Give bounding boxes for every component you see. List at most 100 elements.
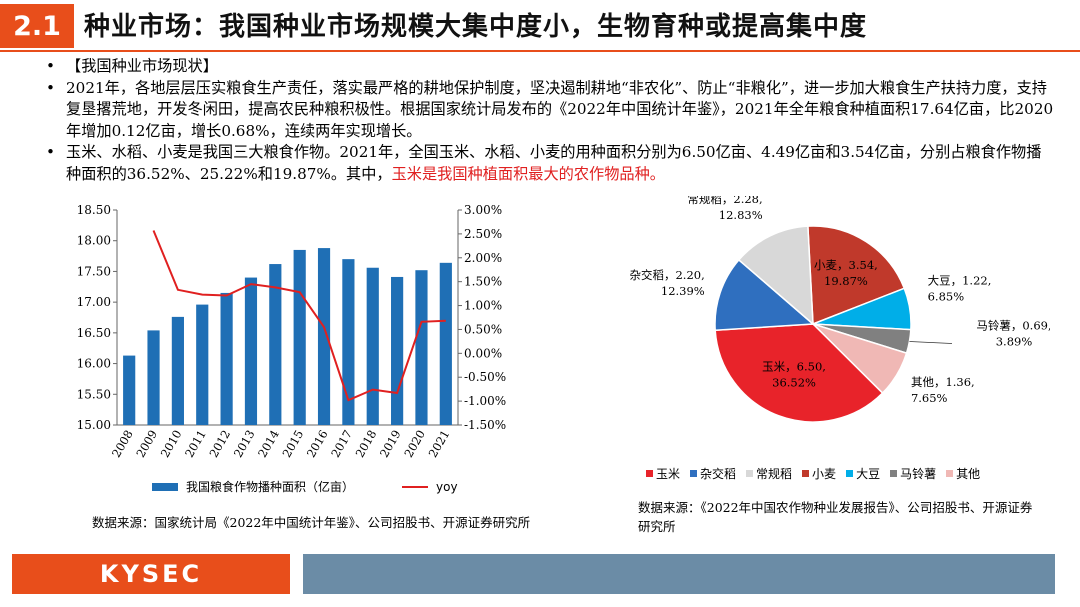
left-axis-tick-label: 16.00 bbox=[77, 357, 111, 371]
pie-label: 其他，1.36, bbox=[911, 375, 975, 389]
right-axis-tick-label: 1.50% bbox=[464, 275, 502, 289]
footer-bar bbox=[303, 554, 1055, 594]
x-axis-tick-label: 2009 bbox=[133, 428, 160, 460]
section-number: 2.1 bbox=[0, 4, 74, 48]
source-note-left: 数据来源：国家统计局《2022年中国统计年鉴》、公司招股书、开源证券研究所 bbox=[92, 515, 531, 530]
legend-line-label: yoy bbox=[436, 479, 458, 494]
bullet-main-crops: 玉米、水稻、小麦是我国三大粮食作物。2021年，全国玉米、水稻、小麦的用种面积分… bbox=[44, 142, 1054, 185]
pie-legend-item: 常规稻 bbox=[746, 465, 792, 482]
pie-label: 常规稻，2.28, bbox=[687, 196, 762, 206]
pie-legend-label: 马铃薯 bbox=[900, 467, 937, 481]
pie-legend-label: 玉米 bbox=[656, 467, 681, 481]
title-divider bbox=[0, 50, 1080, 52]
pie-slice bbox=[807, 225, 906, 326]
right-axis-tick-label: -1.00% bbox=[464, 394, 506, 408]
pie-legend-swatch bbox=[646, 470, 653, 477]
bar bbox=[269, 264, 282, 425]
pie-label-percent: 19.87% bbox=[824, 274, 868, 288]
legend-line-swatch bbox=[402, 485, 429, 488]
pie-label-percent: 3.89% bbox=[996, 335, 1033, 349]
kysec-logo: KYSEC bbox=[12, 554, 290, 594]
bullet-grain-area: 2021年，各地层层压实粮食生产责任，落实最严格的耕地保护制度，坚决遏制耕地“非… bbox=[44, 78, 1054, 143]
header: 2.1 种业市场：我国种业市场规模大集中度小，生物育种或提高集中度 bbox=[0, 0, 1080, 52]
pie-legend-item: 玉米 bbox=[646, 465, 680, 482]
pie-slice bbox=[714, 258, 815, 332]
pie-label: 马铃薯，0.69, bbox=[976, 319, 1050, 333]
bar bbox=[147, 330, 160, 425]
footer: KYSEC bbox=[0, 554, 1080, 594]
source-note-right: 数据来源：《2022年中国农作物种业发展报告》、公司招股书、开源证券研究所 bbox=[638, 500, 1033, 534]
right-axis-tick-label: -0.50% bbox=[464, 370, 506, 384]
x-axis-tick-label: 2018 bbox=[353, 428, 380, 460]
pie-label: 玉米，6.50, bbox=[762, 359, 826, 373]
right-axis-tick-label: 1.00% bbox=[464, 299, 502, 313]
x-axis-tick-label: 2011 bbox=[182, 428, 209, 460]
grain-area-chart: 15.00 15.50 16.00 16.50 17.00 17.50 18.00 18.50… bbox=[77, 203, 507, 460]
legend-bar-swatch bbox=[152, 482, 178, 491]
pie-legend-swatch bbox=[890, 470, 898, 477]
bar bbox=[220, 292, 233, 425]
left-axis-tick-label: 15.50 bbox=[77, 387, 111, 401]
pie-legend-item: 大豆 bbox=[846, 465, 880, 482]
yoy-line bbox=[152, 230, 446, 402]
x-axis-tick-label: 2013 bbox=[231, 428, 258, 460]
right-axis-tick-label: 3.00% bbox=[464, 203, 502, 217]
bar bbox=[196, 304, 209, 425]
pie-legend-label: 小麦 bbox=[812, 467, 837, 481]
bullet-main-crops-highlight: 玉米是我国种植面积最大的农作物品种。 bbox=[391, 164, 665, 183]
right-axis-tick-label: 2.50% bbox=[464, 227, 502, 241]
pie-label: 杂交稻，2.20, bbox=[629, 268, 704, 282]
pie-label-percent: 6.85% bbox=[928, 289, 965, 303]
pie-legend-swatch bbox=[946, 470, 954, 477]
pie-slice bbox=[737, 225, 814, 326]
pie-label: 大豆，1.22, bbox=[928, 273, 992, 287]
x-axis-tick-label: 2021 bbox=[426, 428, 453, 460]
x-axis-tick-label: 2010 bbox=[158, 428, 185, 460]
pie-chart-legend: 玉米 杂交稻 常规稻 小麦 大豆 马铃薯 其他 bbox=[646, 465, 980, 482]
legend-bar-label: 我国粮食作物播种面积（亿亩） bbox=[186, 480, 355, 494]
bar bbox=[293, 249, 306, 425]
left-axis-tick-label: 18.00 bbox=[77, 234, 111, 248]
x-axis-tick-label: 2017 bbox=[328, 428, 355, 460]
bullet-heading: 【我国种业市场现状】 bbox=[44, 56, 1054, 78]
pie-label-percent: 12.39% bbox=[661, 284, 705, 298]
x-axis-tick-label: 2015 bbox=[280, 428, 307, 460]
x-axis-tick-label: 2020 bbox=[401, 428, 428, 460]
left-axis-tick-label: 17.50 bbox=[77, 264, 111, 278]
pie-legend-item: 马铃薯 bbox=[890, 465, 936, 482]
pie-leader-line bbox=[909, 341, 953, 344]
pie-legend-swatch bbox=[846, 470, 854, 477]
bar bbox=[342, 259, 355, 425]
bar bbox=[391, 276, 404, 425]
bar bbox=[317, 248, 331, 425]
bar bbox=[244, 277, 258, 425]
bullet-list: 【我国种业市场现状】 2021年，各地层层压实粮食生产责任，落实最严格的耕地保护… bbox=[44, 56, 1054, 185]
pie-legend-swatch bbox=[690, 470, 698, 477]
pie-legend-label: 其他 bbox=[956, 467, 981, 481]
crop-area-pie-chart: 小麦，3.54, 19.87% 玉米，6.50, 36.52% 大豆，1.22, 6.85… bbox=[629, 196, 1050, 423]
pie-label: 小麦，3.54, bbox=[814, 258, 878, 272]
right-axis-tick-label: 0.00% bbox=[464, 346, 502, 360]
right-axis-tick-label: 0.50% bbox=[464, 322, 502, 336]
page-title: 种业市场：我国种业市场规模大集中度小，生物育种或提高集中度 bbox=[84, 12, 868, 42]
bar-chart-legend: 我国粮食作物播种面积（亿亩） yoy bbox=[152, 478, 458, 495]
pie-slice bbox=[714, 323, 884, 423]
pie-label-percent: 7.65% bbox=[911, 391, 948, 405]
x-axis-tick-label: 2008 bbox=[109, 428, 136, 460]
left-axis-tick-label: 18.50 bbox=[77, 203, 111, 217]
pie-label-percent: 12.83% bbox=[719, 208, 763, 222]
pie-legend-swatch bbox=[802, 470, 810, 477]
bar bbox=[366, 267, 379, 425]
bar bbox=[415, 270, 428, 425]
bar bbox=[439, 262, 452, 425]
pie-legend-swatch bbox=[746, 470, 754, 477]
right-axis-tick-label: -1.50% bbox=[464, 418, 506, 432]
pie-legend-label: 大豆 bbox=[856, 467, 881, 481]
bullet-main-crops-text: 玉米、水稻、小麦是我国三大粮食作物。2021年，全国玉米、水稻、小麦的用种面积分… bbox=[66, 143, 1042, 183]
pie-legend-item: 小麦 bbox=[802, 465, 836, 482]
left-axis-tick-label: 16.50 bbox=[77, 326, 111, 340]
bar bbox=[171, 316, 184, 425]
x-axis-tick-label: 2012 bbox=[206, 428, 233, 460]
x-axis-tick-label: 2014 bbox=[255, 428, 282, 460]
left-axis-tick-label: 15.00 bbox=[77, 418, 111, 432]
